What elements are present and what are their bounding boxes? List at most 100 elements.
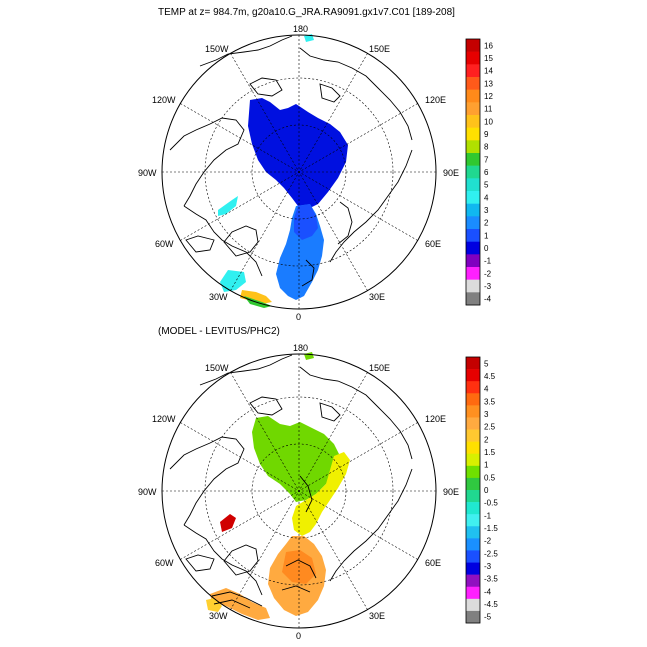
lon-label-0: 0 bbox=[296, 312, 301, 322]
bottom-colorbar-swatch bbox=[466, 477, 480, 491]
lon-label-150e: 150E bbox=[369, 44, 390, 54]
lon-label-30e: 30E bbox=[369, 611, 385, 621]
top-field-warm bbox=[240, 290, 272, 304]
lon-label-0: 0 bbox=[296, 631, 301, 641]
bottom-colorbar-tick-label: -1.5 bbox=[484, 524, 498, 533]
lon-label-60e: 60E bbox=[425, 558, 441, 568]
top-colorbar-tick-label: 9 bbox=[484, 130, 489, 139]
bottom-colorbar-tick-label: 0 bbox=[484, 486, 489, 495]
bottom-colorbar-swatch bbox=[466, 405, 480, 418]
top-colorbar-swatch bbox=[466, 140, 480, 154]
top-colorbar-tick-label: 6 bbox=[484, 168, 489, 177]
bottom-lon-labels: 180 0 90W 90E 150W 150E 120W 120E 60W 60… bbox=[138, 343, 459, 641]
bottom-colorbar-frame bbox=[465, 356, 481, 624]
top-colorbar-tick-label: -3 bbox=[484, 282, 492, 291]
top-colorbar-swatch bbox=[466, 89, 480, 103]
top-colorbar-tick-label: 10 bbox=[484, 117, 493, 126]
bottom-field-red bbox=[220, 514, 236, 532]
bottom-colorbar-tick-label: -3.5 bbox=[484, 575, 498, 584]
bottom-colorbar-tick-label: 2.5 bbox=[484, 423, 496, 432]
top-colorbar-swatch bbox=[466, 279, 480, 293]
bottom-panel: (MODEL - LEVITUS/PHC2) bbox=[138, 326, 498, 641]
top-map bbox=[161, 34, 437, 310]
bottom-colorbar-tick-label: -1 bbox=[484, 511, 492, 520]
top-colorbar-tick-label: 4 bbox=[484, 193, 489, 202]
bottom-colorbar-tick-label: 5 bbox=[484, 359, 489, 368]
bottom-colorbar-swatch bbox=[466, 502, 480, 515]
bottom-colorbar-swatch bbox=[466, 514, 480, 527]
bottom-colorbar-tick-label: -2.5 bbox=[484, 549, 498, 558]
bottom-colorbar-tick-label: 2 bbox=[484, 435, 489, 444]
bottom-coastlines bbox=[169, 354, 413, 609]
top-colorbar-swatch bbox=[466, 203, 480, 217]
bottom-colorbar-tick-label: 3.5 bbox=[484, 397, 496, 406]
bottom-colorbar-swatch bbox=[466, 610, 480, 624]
bottom-colorbar-tick-label: -3 bbox=[484, 562, 492, 571]
bottom-field-yellow-west bbox=[206, 598, 222, 612]
top-colorbar-tick-label: 7 bbox=[484, 155, 489, 164]
lon-label-30w: 30W bbox=[209, 292, 228, 302]
bottom-colorbar-swatch bbox=[466, 574, 480, 588]
top-colorbar-swatch bbox=[466, 178, 480, 192]
bottom-colorbar-tick-label: 3 bbox=[484, 410, 489, 419]
lon-label-120w: 120W bbox=[152, 414, 176, 424]
top-field-blue bbox=[248, 98, 348, 210]
top-coastlines bbox=[169, 35, 413, 287]
top-map-boundary bbox=[161, 34, 437, 310]
lon-label-90e: 90E bbox=[443, 487, 459, 497]
top-colorbar-tick-label: -4 bbox=[484, 295, 492, 304]
bottom-colorbar-swatch bbox=[466, 562, 480, 575]
lon-label-120e: 120E bbox=[425, 414, 446, 424]
top-colorbar-swatch bbox=[466, 241, 480, 255]
top-colorbar-swatch bbox=[466, 115, 480, 128]
top-colorbar-swatch bbox=[466, 229, 480, 242]
lon-label-60e: 60E bbox=[425, 239, 441, 249]
bottom-colorbar-swatch bbox=[466, 441, 480, 455]
lon-label-90e: 90E bbox=[443, 168, 459, 178]
lon-label-90w: 90W bbox=[138, 487, 157, 497]
bottom-colorbar-tick-label: 4 bbox=[484, 385, 489, 394]
top-colorbar-tick-label: 14 bbox=[484, 67, 493, 76]
bottom-colorbar-swatch bbox=[466, 550, 480, 563]
bottom-colorbar-swatch bbox=[466, 465, 480, 479]
bottom-panel-title: (MODEL - LEVITUS/PHC2) bbox=[158, 326, 280, 337]
top-colorbar-tick-label: 15 bbox=[484, 54, 493, 63]
bottom-colorbar-swatch bbox=[466, 357, 480, 370]
bottom-map bbox=[161, 352, 437, 629]
top-colorbar-tick-label: 13 bbox=[484, 79, 493, 88]
top-colorbar-swatch bbox=[466, 191, 480, 204]
bottom-map-boundary bbox=[161, 353, 437, 629]
top-colorbar-swatch bbox=[466, 64, 480, 78]
top-colorbar-swatch bbox=[466, 77, 480, 90]
top-colorbar-swatch bbox=[466, 254, 480, 268]
bottom-graticule bbox=[162, 354, 436, 628]
bottom-colorbar-swatch bbox=[466, 369, 480, 382]
bottom-colorbar-tick-label: 1.5 bbox=[484, 448, 496, 457]
top-colorbar-swatch bbox=[466, 102, 480, 116]
lon-label-60w: 60W bbox=[155, 558, 174, 568]
bottom-colorbar-swatch bbox=[466, 586, 480, 600]
top-colorbar-swatch bbox=[466, 153, 480, 166]
bottom-colorbar-tick-label: -0.5 bbox=[484, 499, 498, 508]
top-colorbar-tick-label: 16 bbox=[484, 41, 493, 50]
bottom-colorbar-swatch bbox=[466, 490, 480, 503]
top-colorbar-tick-label: 12 bbox=[484, 92, 493, 101]
top-colorbar-tick-label: 5 bbox=[484, 181, 489, 190]
top-lon-labels: 180 0 90W 90E 150W 150E 120W 120E 60W 60… bbox=[138, 24, 459, 322]
bottom-colorbar-tick-label: -4 bbox=[484, 587, 492, 596]
lon-label-90w: 90W bbox=[138, 168, 157, 178]
bottom-colorbar-swatch bbox=[466, 429, 480, 442]
bottom-colorbar-tick-label: -2 bbox=[484, 537, 492, 546]
lon-label-60w: 60W bbox=[155, 239, 174, 249]
bottom-field-green bbox=[252, 416, 340, 502]
bottom-colorbar-swatch bbox=[466, 381, 480, 394]
bottom-colorbar-swatch bbox=[466, 393, 480, 406]
lon-label-180: 180 bbox=[293, 343, 308, 353]
lon-label-150e: 150E bbox=[369, 363, 390, 373]
top-colorbar-tick-label: 1 bbox=[484, 231, 489, 240]
top-field-cyan1 bbox=[218, 196, 238, 216]
top-graticule bbox=[162, 35, 436, 309]
top-colorbar-tick-label: -1 bbox=[484, 257, 492, 266]
lon-label-150w: 150W bbox=[205, 363, 229, 373]
